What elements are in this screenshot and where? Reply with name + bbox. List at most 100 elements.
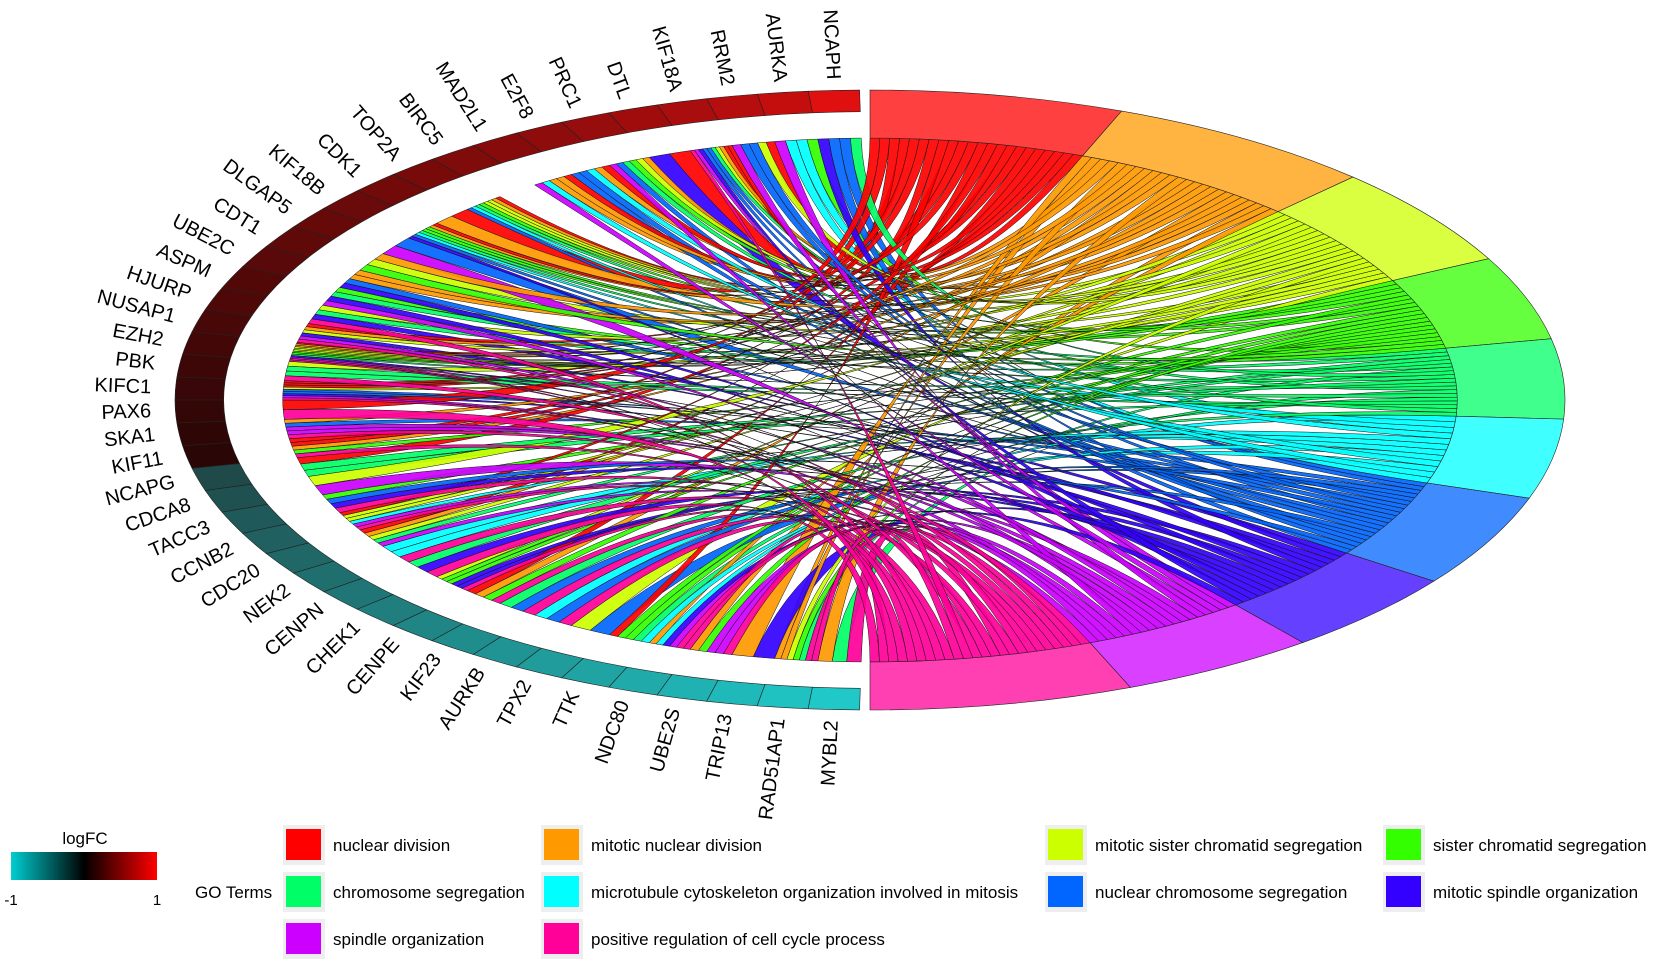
gene-label: KIF18A [647, 24, 686, 95]
chord-ribbon [339, 282, 1296, 585]
gene-label: TTK [549, 687, 585, 731]
go-terms-title: GO Terms [195, 883, 272, 902]
term-arc [1445, 338, 1566, 420]
term-swatch [1386, 876, 1421, 907]
gene-label: NDC80 [591, 698, 634, 767]
chord-ribbon [282, 397, 1056, 651]
term-swatch [544, 876, 579, 907]
chord-ribbon [718, 146, 1258, 290]
chord-ribbon [622, 160, 1458, 413]
gene-label: PRC1 [544, 54, 586, 112]
gene-arc [756, 90, 813, 116]
term-label: mitotic sister chromatid segregation [1095, 836, 1362, 855]
gene-label: KIF23 [396, 649, 446, 705]
term-swatch [1048, 829, 1083, 860]
chord-ribbon [710, 147, 1458, 391]
gene-label: SKA1 [103, 424, 156, 452]
chord-ribbon [490, 513, 918, 662]
chord-ribbon [432, 141, 979, 296]
gene-label: MYBL2 [817, 720, 842, 787]
gene-label: DTL [602, 59, 636, 102]
chord-ribbon [850, 137, 1455, 377]
gene-label: TPX2 [493, 677, 536, 731]
chord-ribbon [640, 445, 1445, 644]
term-swatch [286, 876, 321, 907]
term-swatch [286, 829, 321, 860]
chord-ribbon [697, 148, 1252, 603]
gene-arc [756, 684, 813, 710]
term-arc [869, 642, 1132, 711]
gene-label: AURKA [761, 12, 792, 84]
chord-ribbon [495, 146, 1027, 288]
chord-ribbon [805, 526, 1082, 661]
logfc-title: logFC [62, 829, 107, 848]
chord-ribbon [490, 181, 1204, 296]
term-swatch [1386, 829, 1421, 860]
gene-arc [176, 421, 232, 447]
chord-ribbon [478, 202, 1409, 332]
logfc-max: 1 [153, 892, 161, 909]
term-label: chromosome segregation [333, 883, 525, 902]
term-label: positive regulation of cell cycle proces… [591, 930, 885, 949]
gene-label: BIRC5 [394, 89, 447, 149]
arcs [174, 89, 1566, 711]
gene-label: NCAPH [819, 9, 845, 80]
chord-ribbon [326, 459, 1358, 551]
gene-arc [807, 89, 861, 114]
term-label: mitotic spindle organization [1433, 883, 1638, 902]
gene-arc [174, 376, 226, 401]
chord-ribbon [288, 359, 899, 663]
term-label: nuclear chromosome segregation [1095, 883, 1347, 902]
logfc-gradient [11, 852, 157, 880]
chord-ribbon [286, 427, 1159, 631]
term-swatch [1048, 876, 1083, 907]
chord-ribbon [296, 338, 1065, 649]
chord-ribbon [585, 168, 1453, 440]
chord-ribbon [322, 300, 1183, 625]
chord-ribbon [300, 378, 1457, 471]
chord-ribbon [757, 141, 1349, 305]
term-label: sister chromatid segregation [1433, 836, 1647, 855]
gene-label: E2F8 [495, 70, 537, 123]
term-label: microtubule cytoskeleton organization in… [591, 883, 1018, 902]
chord-ribbon [286, 365, 1458, 398]
chord-ribbon [817, 138, 1323, 572]
logfc-min: -1 [4, 892, 17, 909]
chord-ribbon [702, 148, 1353, 554]
chord-ribbon [714, 523, 1108, 654]
term-swatch [286, 923, 321, 954]
ribbons [282, 137, 1458, 663]
chord-ribbon [382, 245, 1214, 616]
chord-ribbon [307, 318, 936, 662]
gene-label: RRM2 [706, 28, 739, 88]
chord-ribbon [792, 313, 1428, 661]
term-label: mitotic nuclear division [591, 836, 762, 855]
term-label: nuclear division [333, 836, 450, 855]
chord-ribbon [290, 355, 1310, 578]
term-swatch [544, 923, 579, 954]
chord-ribbon [723, 526, 1029, 655]
chord-ribbon [293, 265, 1380, 364]
gene-label: PBK [114, 348, 157, 374]
term-swatch [544, 829, 579, 860]
chord-ribbon [414, 232, 1456, 428]
gene-label: AURKB [434, 664, 490, 734]
gene-label: UBE2S [646, 706, 685, 775]
term-legend: nuclear division mitotic nuclear division… [283, 825, 1647, 959]
chord-ribbon [689, 149, 974, 659]
chord-ribbon [426, 503, 880, 663]
chord-ribbon [541, 180, 1435, 478]
chord-ribbon [609, 139, 950, 637]
gene-arc [807, 686, 861, 711]
gene-label: PAX6 [101, 400, 151, 424]
chord-ribbon [616, 309, 1425, 639]
chord-ribbon [731, 144, 1229, 611]
chord-ribbon [555, 164, 1137, 287]
gene-arc [176, 353, 232, 379]
gene-label: RAD51AP1 [755, 717, 790, 821]
term-label: spindle organization [333, 930, 484, 949]
chord-ribbon [534, 182, 1222, 613]
gene-label: KIFC1 [94, 374, 151, 398]
chord-ribbon [786, 257, 1370, 660]
